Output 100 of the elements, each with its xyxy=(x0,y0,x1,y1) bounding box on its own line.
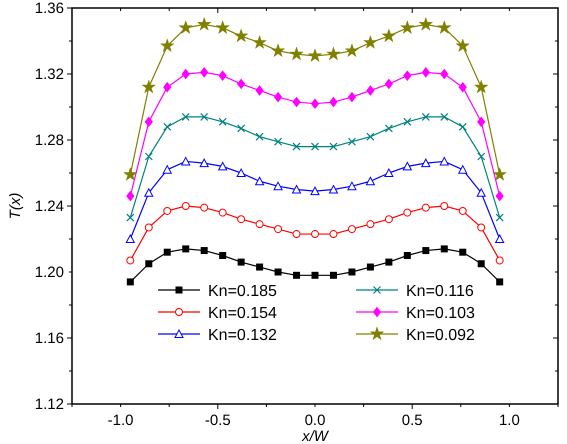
point xyxy=(440,202,448,210)
point xyxy=(164,248,171,256)
x-tick-label: 0.0 xyxy=(304,412,326,429)
point xyxy=(363,35,378,49)
point xyxy=(385,258,392,266)
point xyxy=(422,112,430,121)
point xyxy=(237,124,246,133)
point xyxy=(200,67,208,78)
point xyxy=(292,185,302,194)
point xyxy=(422,247,430,254)
point xyxy=(440,156,449,166)
y-tick-label: 1.36 xyxy=(34,0,64,17)
point xyxy=(312,272,318,279)
point xyxy=(142,80,156,94)
point xyxy=(216,20,230,34)
point xyxy=(182,112,190,121)
point xyxy=(422,67,430,78)
point xyxy=(348,225,356,234)
point xyxy=(384,78,393,89)
point xyxy=(347,182,356,190)
y-tick-label: 1.20 xyxy=(34,264,64,281)
y-tick-label: 1.28 xyxy=(34,132,64,149)
point xyxy=(492,167,507,181)
point xyxy=(477,152,486,161)
point xyxy=(197,17,212,30)
point xyxy=(126,191,134,202)
point xyxy=(495,234,504,243)
point xyxy=(437,20,452,34)
point xyxy=(162,165,172,174)
legend-label: Kn=0.103 xyxy=(406,305,476,322)
point xyxy=(474,80,488,94)
x-tick-label: -0.5 xyxy=(204,412,231,429)
point xyxy=(366,132,375,141)
point xyxy=(181,156,190,166)
point xyxy=(458,82,467,92)
point xyxy=(163,122,172,131)
point xyxy=(293,272,300,279)
y-tick-label: 1.32 xyxy=(34,66,64,83)
point xyxy=(366,176,375,186)
point xyxy=(348,92,356,102)
point xyxy=(329,97,338,108)
point xyxy=(255,132,264,141)
point xyxy=(403,118,412,126)
point xyxy=(144,152,153,161)
point xyxy=(476,188,486,197)
point xyxy=(402,162,412,170)
point xyxy=(218,162,228,170)
point xyxy=(477,116,486,127)
point xyxy=(200,204,208,212)
point xyxy=(496,191,504,202)
point xyxy=(440,112,448,121)
point xyxy=(458,122,467,131)
point xyxy=(326,46,340,60)
point xyxy=(328,185,338,194)
point xyxy=(366,220,374,228)
point xyxy=(255,176,264,186)
point xyxy=(459,248,466,256)
point xyxy=(384,168,394,177)
point xyxy=(236,168,246,177)
point xyxy=(310,142,320,151)
point xyxy=(218,208,227,217)
point xyxy=(218,70,227,81)
point xyxy=(126,213,134,222)
point xyxy=(144,188,154,197)
point xyxy=(163,206,172,215)
legend-label: Kn=0.154 xyxy=(208,305,278,322)
point xyxy=(478,260,485,268)
point xyxy=(422,204,430,212)
point xyxy=(366,264,374,271)
point xyxy=(218,118,227,126)
point xyxy=(421,158,430,168)
point xyxy=(271,44,285,57)
point xyxy=(400,20,414,34)
y-tick-label: 1.12 xyxy=(34,396,64,413)
point xyxy=(123,167,138,181)
point xyxy=(144,223,153,232)
point xyxy=(403,208,412,217)
point xyxy=(160,38,174,52)
point xyxy=(292,142,301,151)
point xyxy=(200,247,208,254)
point xyxy=(292,230,301,238)
point xyxy=(311,230,319,238)
x-tick-label: 0.5 xyxy=(402,412,423,429)
point xyxy=(126,278,134,286)
y-tick-label: 1.16 xyxy=(34,330,64,347)
point xyxy=(384,124,393,133)
point xyxy=(182,245,190,252)
point xyxy=(382,28,396,42)
legend-label: Kn=0.185 xyxy=(208,283,278,300)
legend-label: Kn=0.116 xyxy=(406,283,474,300)
y-axis-title: T(x) xyxy=(7,192,24,220)
point xyxy=(238,258,245,266)
legend-label: Kn=0.132 xyxy=(208,327,278,344)
point xyxy=(456,38,470,52)
point xyxy=(274,92,282,102)
point xyxy=(496,256,504,264)
point xyxy=(384,215,393,224)
point xyxy=(290,46,304,60)
point xyxy=(178,20,193,34)
point xyxy=(274,182,283,190)
